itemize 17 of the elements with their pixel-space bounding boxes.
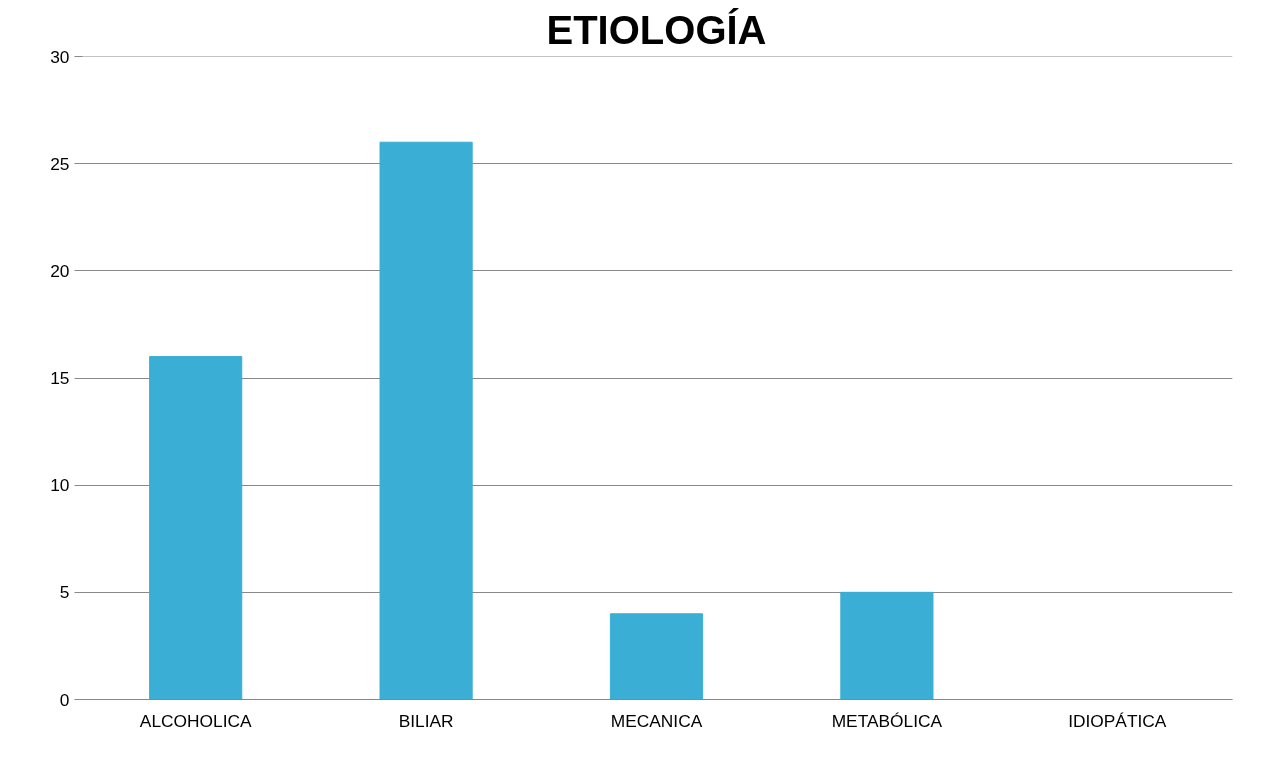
y-tick-label: 5 xyxy=(59,582,70,603)
y-tick-label: 30 xyxy=(50,46,70,67)
x-tick-label: MECANICA xyxy=(610,710,703,731)
y-tick-label: 20 xyxy=(50,260,70,281)
x-tick-label: IDIOPÁTICA xyxy=(1068,710,1167,731)
chart-title: ETIOLOGÍA xyxy=(546,7,767,52)
y-tick-label: 15 xyxy=(50,368,70,388)
x-tick-label: BILIAR xyxy=(398,710,454,731)
bar xyxy=(609,613,704,700)
y-tick-label: 10 xyxy=(50,475,70,496)
bar xyxy=(379,141,473,700)
y-tick-label: 25 xyxy=(50,153,70,174)
bar xyxy=(149,356,243,700)
x-tick-label: ALCOHOLICA xyxy=(139,710,252,731)
y-tick-label: 0 xyxy=(59,689,70,710)
bar xyxy=(840,591,934,700)
x-tick-label: METABÓLICA xyxy=(831,710,943,731)
